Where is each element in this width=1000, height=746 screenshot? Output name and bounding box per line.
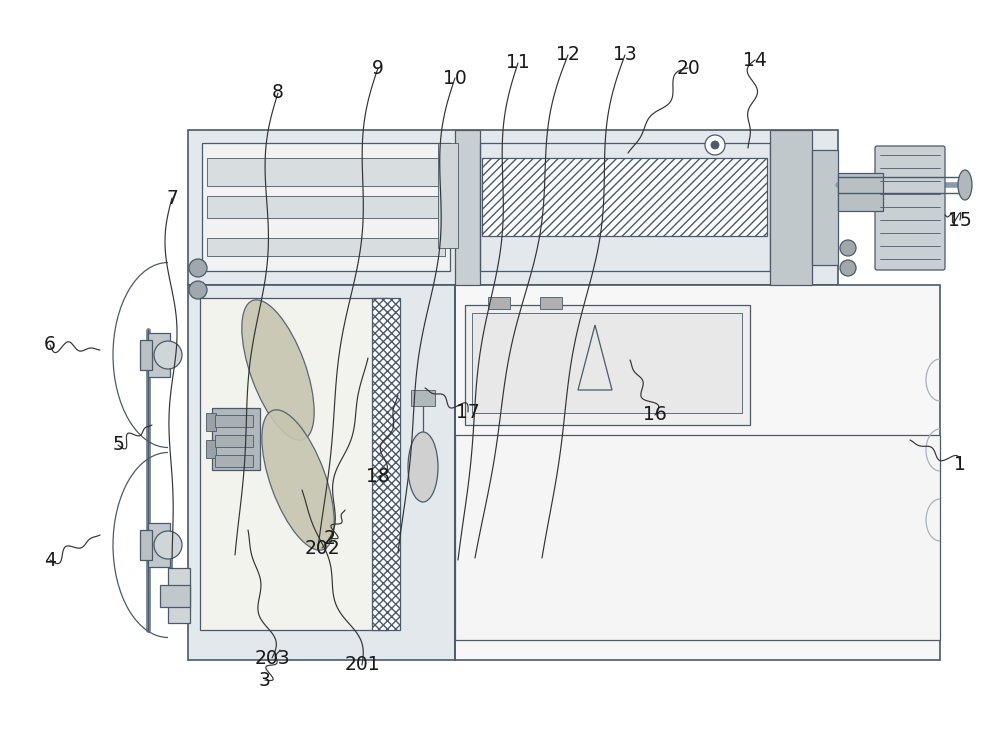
Bar — [140, 530, 152, 560]
Text: 3: 3 — [259, 671, 271, 689]
Circle shape — [705, 135, 725, 155]
Ellipse shape — [408, 432, 438, 502]
Bar — [482, 158, 767, 236]
Circle shape — [189, 259, 207, 277]
Text: 20: 20 — [676, 58, 700, 78]
Text: 6: 6 — [44, 336, 56, 354]
Circle shape — [154, 531, 182, 559]
Bar — [200, 298, 388, 630]
Bar — [838, 173, 883, 211]
Bar — [472, 313, 742, 413]
Bar — [455, 285, 940, 660]
Bar — [411, 390, 435, 406]
Bar — [207, 158, 445, 186]
Circle shape — [711, 141, 719, 149]
Bar — [140, 340, 152, 370]
Text: 14: 14 — [743, 51, 767, 69]
Bar — [212, 408, 260, 470]
Bar — [148, 333, 170, 377]
Text: 13: 13 — [613, 46, 637, 64]
Text: 7: 7 — [166, 189, 178, 207]
Bar — [202, 143, 450, 271]
Bar — [438, 143, 458, 248]
Ellipse shape — [262, 410, 334, 550]
Text: 5: 5 — [112, 436, 124, 454]
Circle shape — [154, 341, 182, 369]
Bar — [215, 455, 253, 467]
Bar — [206, 440, 216, 458]
Bar — [168, 568, 190, 623]
Text: 12: 12 — [556, 46, 580, 64]
Bar — [480, 143, 770, 271]
Text: 201: 201 — [344, 656, 380, 674]
Bar — [488, 297, 510, 309]
Text: 15: 15 — [948, 210, 972, 230]
Text: 10: 10 — [443, 69, 467, 87]
Circle shape — [840, 240, 856, 256]
Text: 16: 16 — [643, 406, 667, 424]
Text: 4: 4 — [44, 551, 56, 569]
Bar — [770, 130, 812, 285]
Bar — [812, 150, 838, 265]
Bar — [188, 285, 455, 660]
Bar — [372, 298, 400, 630]
Bar — [160, 585, 190, 607]
Text: 1: 1 — [954, 456, 966, 474]
Text: 2: 2 — [324, 528, 336, 548]
Circle shape — [189, 281, 207, 299]
Bar — [148, 523, 170, 567]
Bar — [207, 238, 445, 256]
Bar — [215, 435, 253, 447]
Bar — [455, 130, 480, 285]
Bar — [215, 415, 253, 427]
Text: 11: 11 — [506, 54, 530, 72]
Ellipse shape — [242, 300, 314, 440]
Text: 203: 203 — [254, 648, 290, 668]
Bar — [465, 305, 750, 425]
Text: 8: 8 — [272, 84, 284, 102]
Bar — [188, 130, 838, 285]
Text: 202: 202 — [304, 539, 340, 557]
Bar — [455, 435, 940, 640]
Ellipse shape — [958, 170, 972, 200]
Text: 18: 18 — [366, 468, 390, 486]
Bar — [207, 196, 445, 218]
Circle shape — [840, 260, 856, 276]
Text: 17: 17 — [456, 403, 480, 421]
Bar — [206, 413, 216, 431]
Text: 9: 9 — [372, 58, 384, 78]
FancyBboxPatch shape — [875, 146, 945, 270]
Bar — [540, 297, 562, 309]
